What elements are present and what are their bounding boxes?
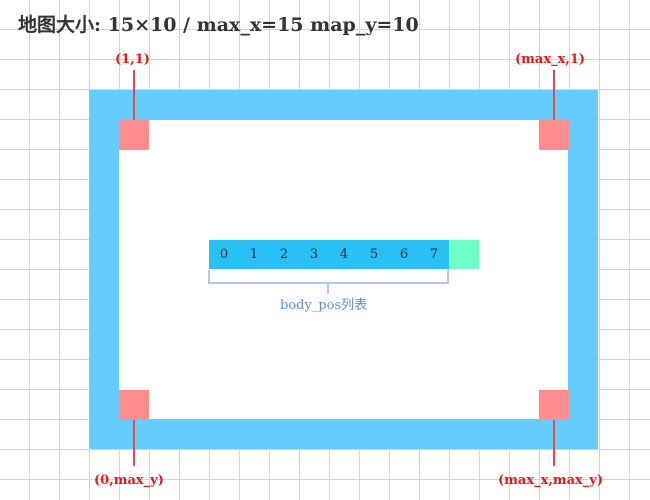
- corner-label-bottom-left: (0,max_y): [94, 473, 164, 488]
- body-pos-bracket: [208, 270, 449, 284]
- body-cell-4: 4: [329, 240, 359, 269]
- body-cell-2: 2: [269, 240, 299, 269]
- pointer-line-bottom-right: [553, 420, 555, 466]
- page-title: 地图大小: 15×10 / max_x=15 map_y=10: [18, 14, 419, 36]
- corner-cell-top-right: [539, 120, 569, 150]
- corner-label-top-left: (1,1): [115, 52, 150, 67]
- body-cell-0: 0: [209, 240, 239, 269]
- body-cell-6: 6: [389, 240, 419, 269]
- body-cell-1: 1: [239, 240, 269, 269]
- pointer-line-bottom-left: [133, 420, 135, 466]
- corner-cell-top-left: [119, 120, 149, 150]
- corner-label-top-right: (max_x,1): [515, 52, 586, 67]
- pointer-line-top-right: [553, 70, 555, 120]
- snake-head-cell: [449, 240, 479, 269]
- body-pos-bracket-tick: [327, 284, 329, 294]
- corner-label-bottom-right: (max_x,max_y): [498, 473, 603, 488]
- body-cell-5: 5: [359, 240, 389, 269]
- body-cell-7: 7: [419, 240, 449, 269]
- body-pos-label: body_pos列表: [280, 298, 368, 313]
- corner-cell-bottom-right: [539, 390, 569, 420]
- pointer-line-top-left: [133, 70, 135, 120]
- map-wall: [89, 90, 598, 449]
- body-cell-3: 3: [299, 240, 329, 269]
- corner-cell-bottom-left: [119, 390, 149, 420]
